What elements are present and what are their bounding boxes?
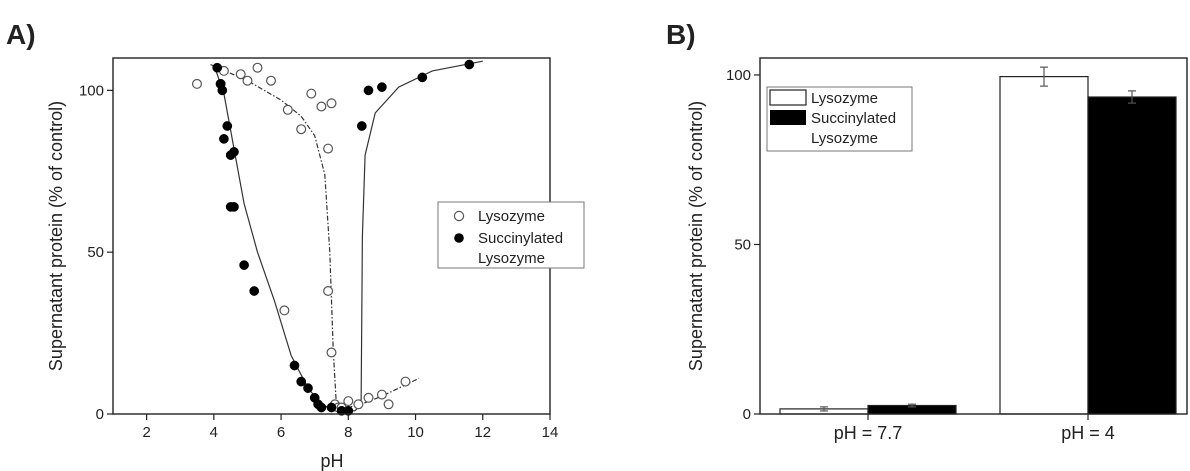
panel-a-x-tick-label: 14 <box>542 424 559 441</box>
lysozyme-data-point <box>363 392 374 403</box>
panel-a-scatter-chart: A) 2 4 6 8 10 12 14 0 50 100 pH Supernatant prot… <box>6 19 585 471</box>
succinylated-data-point <box>289 360 300 371</box>
succinylated-data-point <box>316 402 327 413</box>
lysozyme-data-point <box>279 305 290 316</box>
legend-open-circle-icon <box>453 210 465 222</box>
panel-b-y-axis-title: Supernatant protein (% of control) <box>686 101 706 371</box>
panel-b-category-label: pH = 4 <box>1061 423 1115 443</box>
error-bar <box>1128 90 1136 104</box>
panel-a-legend-succinylated: Succinylated <box>478 230 563 247</box>
lysozyme-data-point <box>316 101 327 112</box>
lysozyme-data-point <box>235 69 246 80</box>
succinylated-data-point <box>356 121 367 131</box>
lysozyme-data-point <box>282 104 293 115</box>
panel-b-category-label: pH = 7.7 <box>834 423 903 443</box>
succinylated-data-point <box>219 134 229 144</box>
succinylated-data-point <box>464 59 475 70</box>
succinylated-data-point <box>229 202 239 212</box>
panel-b-y-tick-label: 50 <box>734 236 751 253</box>
panel-b-y-tick-label: 100 <box>726 67 751 84</box>
lysozyme-data-point <box>323 286 334 297</box>
lysozyme-data-point <box>400 376 411 387</box>
succinylated-data-point <box>303 383 313 393</box>
succinylated-data-point <box>326 402 337 413</box>
panel-b-plot-frame <box>759 57 1188 415</box>
panel-b-legend-lysozyme-2: Lysozyme <box>811 130 878 147</box>
lysozyme-data-point <box>383 399 394 410</box>
panel-b-y-tick-label: 0 <box>743 406 751 423</box>
succinylated-data-point <box>377 82 387 92</box>
succinylated-data-point <box>417 72 428 83</box>
panel-a-y-tick-label: 100 <box>79 82 104 99</box>
lysozyme-data-point <box>192 78 203 89</box>
succinylated-data-point <box>229 147 239 157</box>
succinylated-data-point <box>217 85 228 96</box>
panel-a-x-tick-label: 12 <box>474 424 491 441</box>
succinylated-data-point <box>363 85 374 96</box>
error-bar <box>1040 66 1048 87</box>
lysozyme-data-point <box>266 75 277 86</box>
lysozyme-data-point <box>252 62 263 73</box>
lysozyme-data-point <box>326 347 337 358</box>
legend-black-swatch-icon <box>770 110 806 125</box>
lysozyme-bar <box>999 75 1089 415</box>
succinylated-data-point <box>296 376 307 387</box>
panel-a-x-tick-label: 6 <box>277 424 285 441</box>
error-bar <box>820 406 828 412</box>
legend-filled-circle-icon <box>454 233 464 243</box>
succinylated-bar <box>1087 96 1177 415</box>
panel-a-legend-lysozyme-2: Lysozyme <box>478 250 545 267</box>
panel-b-bar-chart: B) 0 50 100 pH = 7.7 pH = 4 Supernatant pro… <box>666 19 1188 443</box>
succinylated-data-point <box>212 62 223 73</box>
lysozyme-fit-curve <box>210 63 420 409</box>
panel-a-x-tick-label: 10 <box>407 424 424 441</box>
lysozyme-data-point <box>323 143 334 154</box>
panel-a-x-tick-label: 2 <box>142 424 150 441</box>
panel-a-label: A) <box>6 19 36 50</box>
legend-white-swatch-icon <box>769 89 807 106</box>
lysozyme-data-point <box>376 389 387 400</box>
lysozyme-data-point <box>306 88 317 99</box>
panel-b-label: B) <box>666 19 696 50</box>
panel-a-y-axis-title: Supernatant protein (% of control) <box>46 101 66 371</box>
lysozyme-data-point <box>296 124 307 135</box>
error-bar <box>908 403 916 408</box>
panel-b-legend: Lysozyme Succinylated Lysozyme <box>766 86 913 152</box>
panel-a-x-axis-title: pH <box>320 451 343 471</box>
panel-a-legend-lysozyme: Lysozyme <box>478 208 545 225</box>
panel-a-x-tick-label: 4 <box>210 424 218 441</box>
lysozyme-data-point <box>242 75 253 86</box>
succinylated-data-point <box>249 286 260 296</box>
lysozyme-data-point <box>326 98 337 109</box>
panel-b-legend-succinylated: Succinylated <box>811 110 896 127</box>
lysozyme-data-point <box>353 399 364 410</box>
panel-a-legend: Lysozyme Succinylated Lysozyme <box>437 201 585 269</box>
panel-b-legend-lysozyme: Lysozyme <box>811 90 878 107</box>
lysozyme-data-point <box>343 396 354 407</box>
succinylated-data-point <box>239 260 249 270</box>
panel-a-y-tick-label: 0 <box>96 406 104 423</box>
panel-a-x-tick-label: 8 <box>344 424 352 441</box>
succinylated-data-point <box>222 121 233 131</box>
panel-a-y-tick-label: 50 <box>87 244 104 261</box>
